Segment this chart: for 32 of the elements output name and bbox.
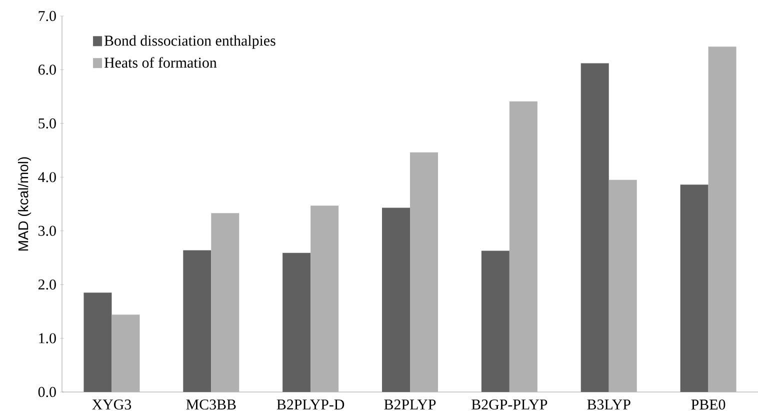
y-tick-label: 1.0 bbox=[39, 333, 56, 344]
y-axis-title: MAD (kcal/mol) bbox=[18, 157, 31, 251]
legend-label: Heats of formation bbox=[104, 57, 217, 68]
bar bbox=[310, 206, 339, 392]
bar bbox=[410, 152, 438, 392]
bar bbox=[608, 180, 637, 392]
bar bbox=[84, 292, 112, 392]
x-tick-label: B2PLYP bbox=[384, 400, 436, 410]
bar bbox=[211, 213, 240, 392]
x-tick-label: B2GP-PLYP bbox=[472, 400, 548, 410]
y-tick-label: 6.0 bbox=[38, 64, 56, 75]
x-tick-label: MC3BB bbox=[186, 400, 236, 410]
legend-label: Bond dissociation enthalpies bbox=[104, 35, 276, 49]
bar bbox=[708, 46, 736, 392]
bar bbox=[112, 314, 140, 392]
bar bbox=[509, 101, 538, 392]
y-tick-label: 3.0 bbox=[38, 226, 56, 236]
y-tick-label: 2.0 bbox=[38, 279, 56, 290]
y-tick-label: 5.0 bbox=[38, 118, 56, 129]
y-tick-label: 4.0 bbox=[38, 172, 56, 182]
bar bbox=[680, 184, 708, 392]
bar bbox=[282, 252, 311, 392]
bar bbox=[481, 250, 510, 392]
x-tick-label: PBE0 bbox=[691, 400, 726, 410]
x-tick-label: XYG3 bbox=[92, 400, 132, 410]
y-tick-label: 0.0 bbox=[38, 386, 56, 398]
bar bbox=[382, 208, 410, 392]
bar bbox=[183, 250, 212, 392]
y-tick-label: 7.0 bbox=[38, 10, 56, 22]
x-tick-label: B2PLYP-D bbox=[276, 400, 344, 410]
x-tick-label: B3LYP bbox=[587, 400, 630, 410]
bar bbox=[580, 63, 609, 392]
